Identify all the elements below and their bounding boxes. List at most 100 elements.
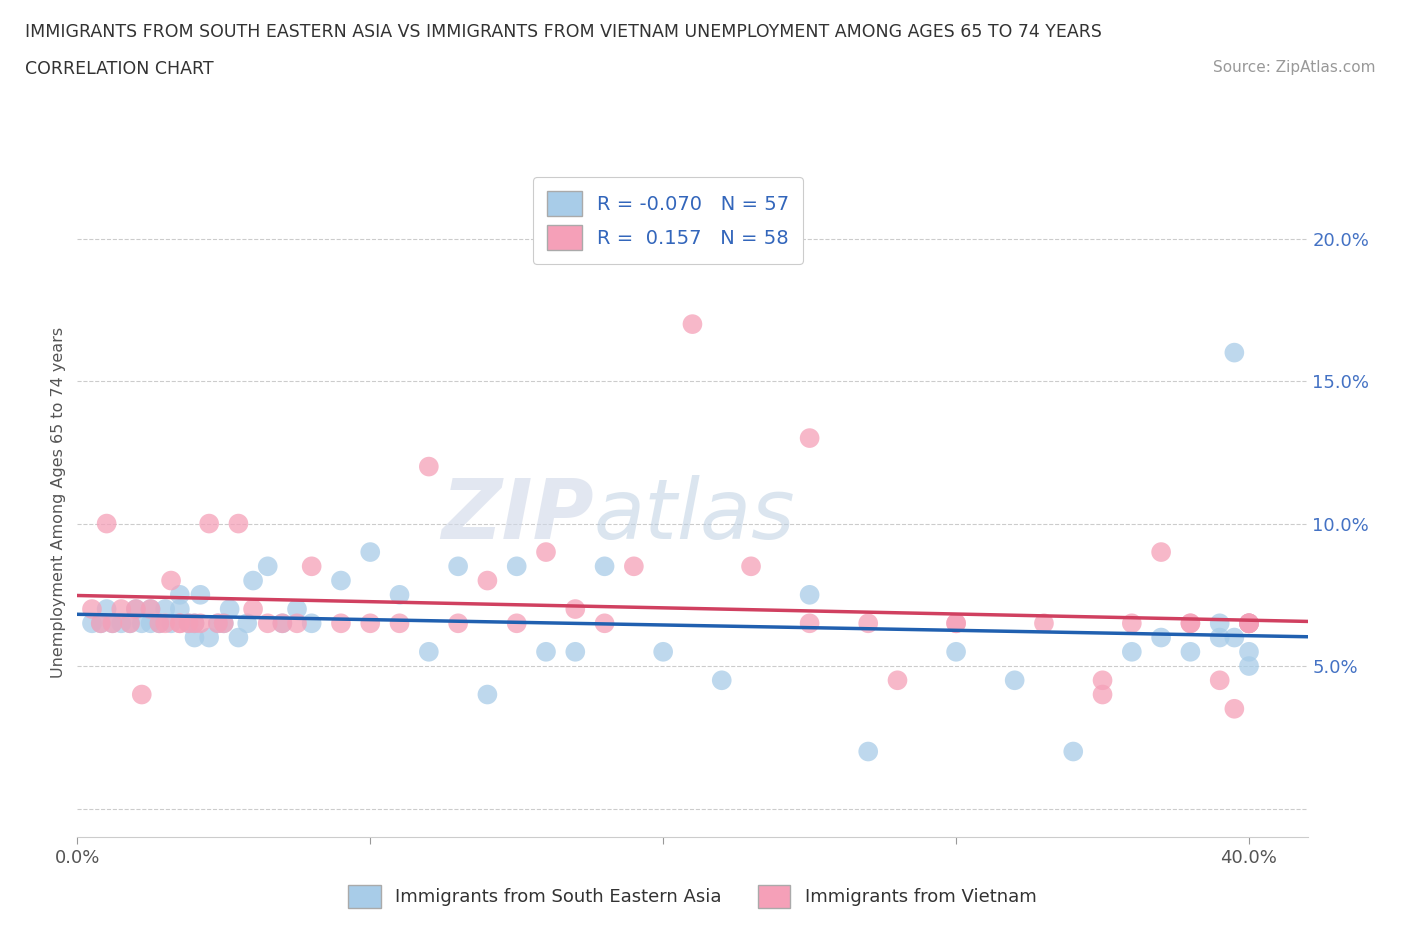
Point — [799, 616, 821, 631]
Point — [169, 588, 191, 603]
Point — [242, 573, 264, 588]
Point — [1091, 672, 1114, 687]
Point — [858, 616, 880, 631]
Point — [1062, 744, 1084, 759]
Point — [271, 616, 294, 631]
Point — [139, 616, 162, 631]
Point — [131, 616, 153, 631]
Point — [359, 545, 381, 560]
Point — [183, 616, 205, 631]
Text: ZIP: ZIP — [441, 475, 595, 556]
Point — [96, 602, 118, 617]
Point — [1209, 631, 1232, 645]
Point — [139, 602, 162, 617]
Point — [271, 616, 294, 631]
Point — [285, 616, 308, 631]
Point — [1223, 701, 1246, 716]
Point — [301, 616, 323, 631]
Point — [228, 631, 250, 645]
Point — [1237, 616, 1260, 631]
Text: CORRELATION CHART: CORRELATION CHART — [25, 60, 214, 78]
Point — [177, 616, 200, 631]
Point — [534, 644, 557, 659]
Point — [1004, 672, 1026, 687]
Point — [96, 516, 118, 531]
Point — [477, 573, 499, 588]
Point — [1237, 616, 1260, 631]
Point — [188, 616, 212, 631]
Point — [418, 459, 440, 474]
Point — [945, 644, 967, 659]
Point — [1180, 616, 1202, 631]
Point — [131, 687, 153, 702]
Point — [110, 616, 132, 631]
Y-axis label: Unemployment Among Ages 65 to 74 years: Unemployment Among Ages 65 to 74 years — [51, 326, 66, 678]
Point — [1091, 687, 1114, 702]
Point — [148, 616, 170, 631]
Point — [285, 602, 308, 617]
Point — [1209, 672, 1232, 687]
Point — [101, 616, 124, 631]
Point — [242, 602, 264, 617]
Point — [169, 616, 191, 631]
Legend: Immigrants from South Eastern Asia, Immigrants from Vietnam: Immigrants from South Eastern Asia, Immi… — [342, 877, 1043, 915]
Point — [652, 644, 675, 659]
Point — [477, 687, 499, 702]
Point — [1237, 616, 1260, 631]
Point — [799, 431, 821, 445]
Point — [710, 672, 733, 687]
Point — [153, 616, 177, 631]
Point — [1121, 616, 1143, 631]
Point — [886, 672, 908, 687]
Point — [506, 616, 529, 631]
Point — [90, 616, 112, 631]
Text: IMMIGRANTS FROM SOUTH EASTERN ASIA VS IMMIGRANTS FROM VIETNAM UNEMPLOYMENT AMONG: IMMIGRANTS FROM SOUTH EASTERN ASIA VS IM… — [25, 23, 1102, 41]
Point — [799, 588, 821, 603]
Point — [207, 616, 229, 631]
Point — [183, 631, 205, 645]
Point — [945, 616, 967, 631]
Point — [101, 616, 124, 631]
Point — [329, 573, 352, 588]
Point — [623, 559, 645, 574]
Point — [740, 559, 762, 574]
Point — [447, 616, 470, 631]
Point — [183, 616, 205, 631]
Point — [153, 602, 177, 617]
Point — [682, 317, 704, 332]
Point — [418, 644, 440, 659]
Point — [256, 559, 278, 574]
Point — [177, 616, 200, 631]
Point — [1237, 644, 1260, 659]
Point — [1209, 616, 1232, 631]
Point — [212, 616, 235, 631]
Point — [593, 559, 616, 574]
Point — [388, 588, 411, 603]
Point — [447, 559, 470, 574]
Point — [120, 616, 141, 631]
Point — [359, 616, 381, 631]
Point — [564, 602, 586, 617]
Point — [564, 644, 586, 659]
Point — [1033, 616, 1056, 631]
Point — [90, 616, 112, 631]
Point — [301, 559, 323, 574]
Point — [125, 602, 148, 617]
Point — [1223, 345, 1246, 360]
Point — [120, 616, 141, 631]
Point — [534, 545, 557, 560]
Point — [148, 616, 170, 631]
Point — [125, 602, 148, 617]
Point — [160, 616, 183, 631]
Point — [1150, 545, 1173, 560]
Point — [236, 616, 259, 631]
Point — [80, 602, 103, 617]
Point — [110, 602, 132, 617]
Point — [1180, 644, 1202, 659]
Point — [198, 516, 221, 531]
Point — [139, 602, 162, 617]
Point — [207, 616, 229, 631]
Point — [945, 616, 967, 631]
Point — [188, 588, 212, 603]
Point — [169, 602, 191, 617]
